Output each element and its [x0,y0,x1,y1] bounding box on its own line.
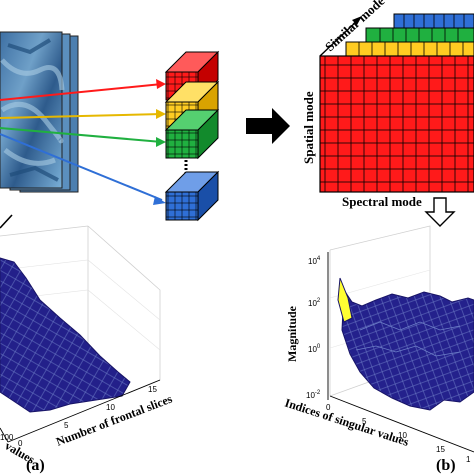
plot-b-ztick-neg2: 10-2 [306,390,321,400]
surface-b-peak [337,277,353,323]
down-arrow [424,197,456,227]
plot-b-x-axis [329,395,474,453]
panel-label-b: (b) [436,457,456,474]
plot-a-xtick-10: 10 [106,403,115,412]
axis-spatial-label: Spatial mode [301,91,316,164]
plot-b-ztick-4: 104 [308,256,321,266]
similar-mode-axis [319,19,359,57]
plot-b-xlabel: Indices of singular values [283,396,411,449]
plot-b-xtick-5: 5 [362,417,367,426]
plot-b-xtick-0: 0 [326,403,331,412]
plot-a-x-axis [7,379,161,443]
plot-a-ytick-100: 100 [0,433,14,442]
plot-b: 104 102 100 10-2 Magnitude 0 5 10 15 1 I… [283,225,474,474]
plot-b-xtick-15: 15 [436,445,445,454]
plot-b-xtick-10: 10 [398,431,407,440]
big-right-arrow [246,108,290,144]
arrow-green [0,127,163,143]
plot-a-xtick-15: 15 [148,385,157,394]
stacked-tensor: Similar mode Spatial mode Spectral mode [301,0,474,209]
plot-b-ztick-0: 100 [308,344,321,354]
tensor-blue [164,170,220,222]
axis-spectral-label: Spectral mode [342,194,422,209]
red-block [319,55,474,193]
yellow-slab [345,41,474,57]
tensor-green [164,108,220,160]
surface-b [341,288,474,411]
patch-arrows [0,79,166,205]
plot-b-xtick-partial: 1 [466,455,471,464]
arrow-red [0,83,163,101]
arrow-yellow [0,113,163,119]
plot-a-xtick-0: 0 [18,439,23,448]
panel-label-a: (a) [26,457,45,474]
plot-a-xtick-5: 5 [64,421,69,430]
surface-a [0,257,131,413]
plot-b-ylabel: Magnitude [285,305,299,362]
plot-b-ztick-2: 102 [308,298,321,308]
hsi-image-group [0,31,79,193]
plot-a: 0 5 10 15 100 Number of frontal slices v… [0,214,174,474]
hsi-texture [0,58,65,166]
arrow-blue [0,133,163,201]
